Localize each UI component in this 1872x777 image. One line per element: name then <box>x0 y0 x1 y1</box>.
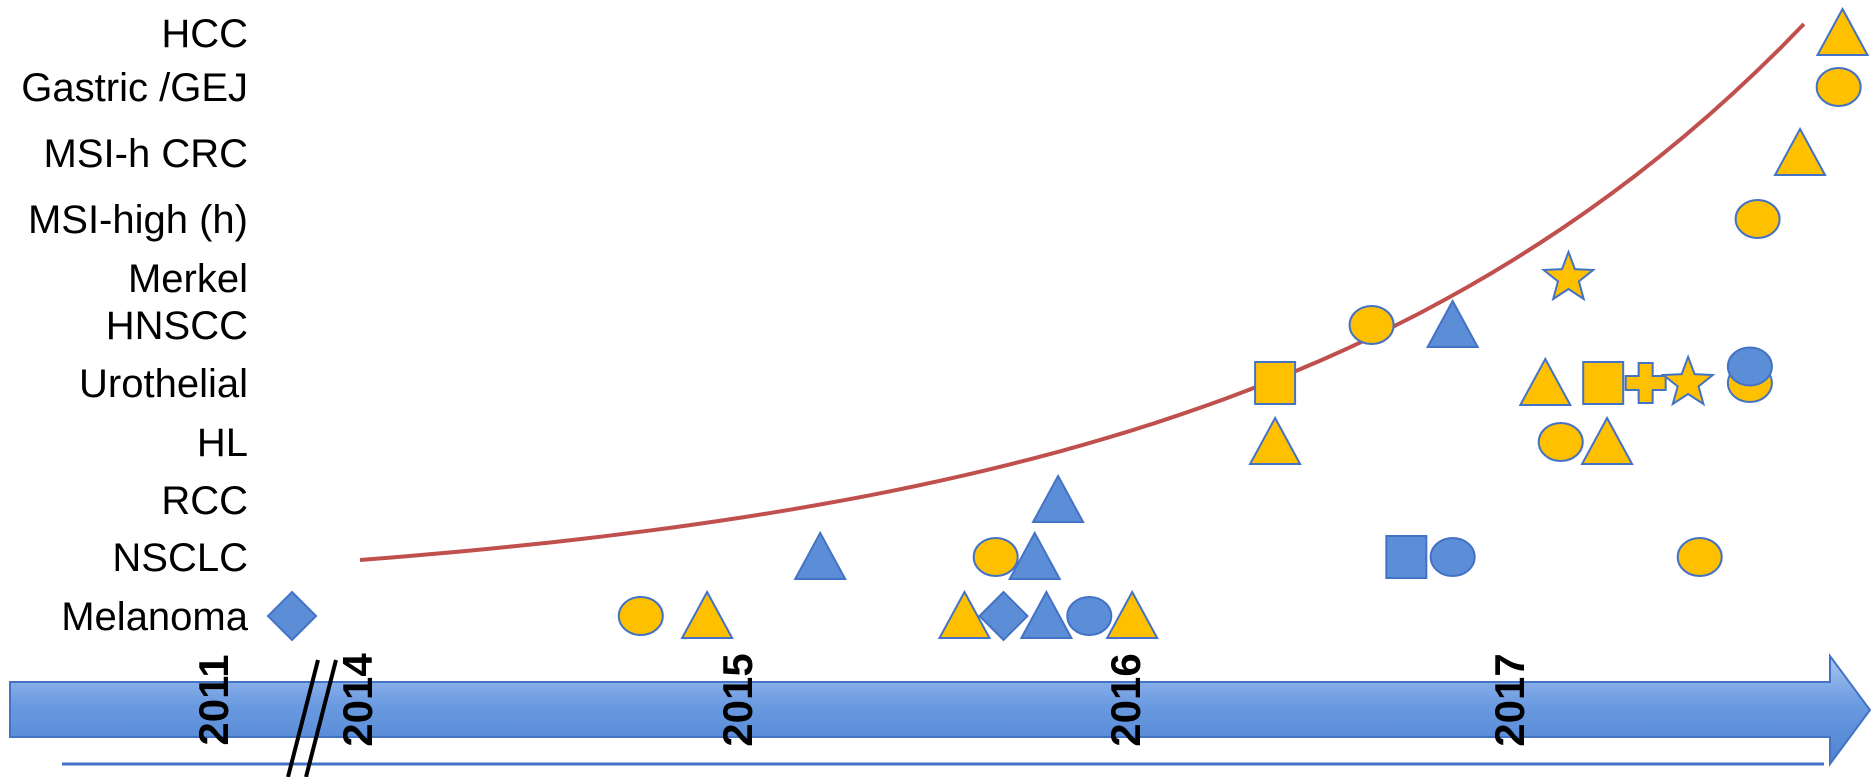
row-label-hcc: HCC <box>161 12 248 56</box>
row-label-melanoma: Melanoma <box>61 595 249 639</box>
marker-square-blue <box>1385 535 1428 579</box>
marker-circle-orange <box>1537 422 1584 462</box>
marker-triangle-orange <box>1518 356 1572 406</box>
year-tick-2014: 2014 <box>334 653 381 747</box>
year-tick-2016: 2016 <box>1102 653 1149 746</box>
row-label-hl: HL <box>197 421 248 465</box>
year-tick-2017: 2017 <box>1486 653 1533 746</box>
axis-break-mark <box>304 659 338 777</box>
trend-curve-layer <box>359 22 1806 562</box>
marker-triangle-orange <box>937 589 992 639</box>
marker-star-orange <box>1541 249 1596 302</box>
row-label-merkel: Merkel <box>128 257 248 301</box>
marker-triangle-orange <box>1580 415 1634 465</box>
marker-triangle-blue <box>1031 473 1085 523</box>
year-tick-2011: 2011 <box>190 654 237 745</box>
marker-triangle-orange <box>1248 415 1302 465</box>
marker-circle-blue <box>1726 346 1773 387</box>
marker-circle-orange <box>972 537 1019 577</box>
row-label-rcc: RCC <box>161 479 248 523</box>
trend-curve <box>359 22 1806 562</box>
marker-square-orange <box>1254 361 1297 405</box>
marker-triangle-blue <box>1019 589 1074 639</box>
row-label-gastric-gej: Gastric /GEJ <box>21 66 248 110</box>
axis-break-mark <box>286 659 320 777</box>
marker-cross-orange <box>1624 362 1667 404</box>
marker-triangle-orange <box>1815 6 1870 56</box>
marker-triangle-blue <box>1425 298 1480 348</box>
year-tick-2015: 2015 <box>714 653 761 746</box>
marker-circle-orange <box>1348 305 1395 345</box>
marker-square-orange <box>1582 361 1625 405</box>
row-label-urothelial: Urothelial <box>79 362 248 406</box>
marker-circle-blue <box>1066 596 1113 636</box>
marker-circle-orange <box>1676 537 1723 577</box>
approval-markers <box>266 6 1870 642</box>
marker-diamond-blue <box>266 590 318 642</box>
marker-star-orange <box>1660 354 1716 407</box>
marker-circle-orange <box>1734 199 1781 239</box>
marker-triangle-orange <box>1773 126 1827 176</box>
marker-triangle-blue <box>793 530 847 580</box>
marker-triangle-blue <box>1008 530 1062 580</box>
timeline-axis <box>9 652 1872 777</box>
marker-circle-blue <box>1429 537 1476 577</box>
timeline-arrow <box>9 652 1872 768</box>
row-label-nsclc: NSCLC <box>112 536 248 580</box>
marker-triangle-orange <box>680 589 734 639</box>
row-label-hnscc: HNSCC <box>106 304 248 348</box>
row-label-msi-high-h: MSI-high (h) <box>28 198 248 242</box>
marker-circle-orange <box>1815 67 1862 107</box>
marker-circle-orange <box>617 596 664 636</box>
year-tick-labels: 2011 2014 2015 2016 2017 <box>190 653 1533 747</box>
marker-triangle-orange <box>1105 589 1159 639</box>
marker-diamond-blue <box>978 590 1029 642</box>
row-label-msi-h-crc: MSI-h CRC <box>44 132 248 176</box>
